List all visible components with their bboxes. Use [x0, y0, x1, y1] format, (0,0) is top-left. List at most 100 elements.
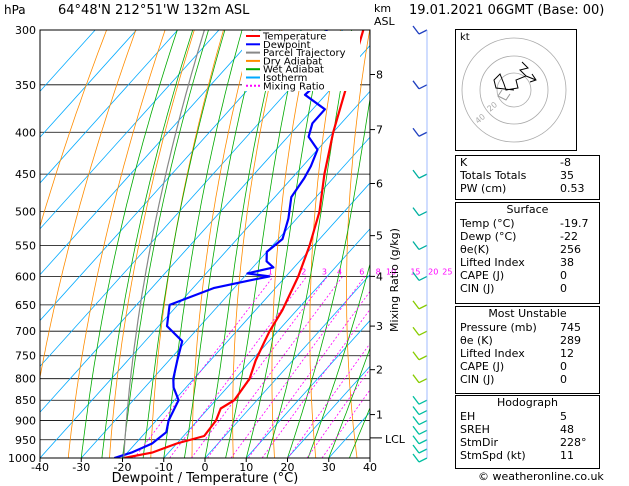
parcel-trajectory-line: [123, 30, 205, 458]
mixing-ratio-label: 25: [442, 267, 452, 276]
height-tick-label: 5: [376, 230, 383, 243]
wind-barb-flag: [412, 241, 420, 250]
hodo-label: SREH: [460, 423, 490, 436]
wind-barb: [418, 409, 428, 416]
mixing-ratio-line: [306, 368, 370, 458]
wet-adiabat: [287, 96, 370, 458]
hodograph-table-panel: Hodograph EH 5 SREH 48 StmDir 228° StmSpd (…: [455, 395, 600, 469]
hodo-row: StmDir 228°: [456, 436, 599, 449]
hodo-value: 5: [560, 410, 567, 423]
wind-barb: [418, 439, 428, 445]
temperature-tick-label: -20: [114, 461, 132, 474]
mixing-ratio-line: [261, 308, 370, 458]
temperature-tick-label: 10: [239, 461, 253, 474]
mixing-ratio-axis-title: Mixing Ratio (g/kg): [388, 228, 401, 332]
hodograph-trace-gray: [497, 89, 511, 101]
hodograph-arrow: [525, 73, 537, 83]
x-axis-title: Dewpoint / Temperature (°C): [112, 471, 299, 486]
index-value: 35: [560, 169, 574, 182]
dry-adiabat: [150, 30, 224, 458]
height-tick-label: 8: [376, 68, 383, 81]
most-unstable-title: Most Unstable: [488, 307, 567, 320]
dry-adiabat: [271, 30, 312, 458]
mixing-ratio-label: 3: [322, 267, 327, 276]
index-label: Totals Totals: [460, 169, 527, 182]
hodo-row: SREH 48: [456, 423, 599, 436]
mixing-ratio-line: [133, 276, 274, 458]
hodo-label: StmDir: [460, 436, 499, 449]
mixing-ratio-label: 20: [428, 267, 438, 276]
wind-barb: [418, 244, 428, 251]
legend-box: [242, 31, 360, 91]
surface-row: CIN (J) 0: [456, 282, 599, 295]
pressure-tick-label: 650: [15, 299, 36, 312]
mu-value: 289: [560, 334, 581, 347]
pressure-tick-label: 400: [15, 126, 36, 139]
surface-value: 0: [560, 269, 567, 282]
hodo-row: StmSpd (kt) 11: [456, 449, 599, 462]
surface-label: CIN (J): [460, 282, 495, 295]
temperature-tick-label: 20: [281, 461, 295, 474]
isotherm-line: [204, 274, 370, 458]
hodograph-ring-inner: [496, 72, 532, 108]
wind-barb-flag: [412, 453, 420, 463]
pressure-tick-label: 750: [15, 350, 36, 363]
wind-barb-flag: [412, 395, 420, 405]
surface-row: CAPE (J) 0: [456, 269, 599, 282]
wind-barb-flag: [412, 169, 420, 179]
wind-barb: [418, 84, 428, 90]
isotherm-line: [163, 228, 370, 458]
units-hpa: hPa: [4, 3, 26, 17]
location-title: 64°48'N 212°51'W 132m ASL: [58, 3, 250, 18]
mu-label: Pressure (mb): [460, 321, 537, 334]
mu-row: CAPE (J) 0: [456, 360, 599, 373]
index-row-k: K -8: [456, 156, 599, 169]
wind-barb-flag: [412, 25, 420, 35]
wet-adiabat: [204, 30, 281, 458]
height-tick-label: 6: [376, 177, 383, 190]
hodograph-plot: kt 40 20: [460, 32, 567, 143]
km-label: km: [374, 2, 392, 15]
mixing-ratio-label: 2: [301, 267, 306, 276]
index-row-tt: Totals Totals 35: [456, 169, 599, 182]
lcl-label: LCL: [385, 433, 406, 446]
isotherm-line: [40, 90, 370, 458]
dry-adiabat: [191, 30, 254, 458]
hodo-label: EH: [460, 410, 476, 423]
wet-adiabat: [101, 30, 194, 458]
hodo-value: 228°: [560, 436, 587, 449]
index-row-pw: PW (cm) 0.53: [456, 182, 599, 195]
most-unstable-panel: Most Unstable Pressure (mb) 745 θe (K) 289…: [455, 306, 600, 394]
mu-row: Pressure (mb) 745: [456, 321, 599, 334]
surface-value: -19.7: [560, 217, 589, 230]
legend-label: Mixing Ratio: [263, 81, 325, 92]
pressure-tick-label: 500: [15, 206, 36, 219]
wet-adiabat: [245, 30, 326, 458]
legend-label: Temperature: [262, 32, 326, 43]
wet-adiabat: [163, 30, 243, 458]
mixing-ratio-label: 1: [268, 267, 273, 276]
mixing-ratio-label: 10: [386, 267, 396, 276]
isotherm-line: [40, 30, 261, 276]
hodograph-panel: kt 40 20: [455, 29, 577, 151]
legend-label: Isotherm: [263, 73, 307, 84]
index-value: 0.53: [560, 182, 585, 195]
pressure-tick-label: 850: [15, 394, 36, 407]
surface-label: Temp (°C): [460, 217, 515, 230]
wind-barb: [418, 399, 428, 405]
pressure-tick-label: 950: [15, 434, 36, 447]
temperature-tick-label: 0: [202, 461, 209, 474]
wet-adiabat: [142, 30, 226, 458]
dry-adiabat: [40, 30, 137, 380]
mu-value: 0: [560, 360, 567, 373]
temperature-tick-label: 30: [322, 461, 336, 474]
hodograph-trace: [493, 61, 529, 91]
mu-value: 745: [560, 321, 581, 334]
wet-adiabat: [122, 30, 209, 458]
wind-barb-flag: [412, 406, 420, 415]
mu-value: 0: [560, 373, 567, 386]
temperature-tick-label: -40: [31, 461, 49, 474]
mu-label: θe (K): [460, 334, 493, 347]
pressure-tick-label: 350: [15, 79, 36, 92]
mu-row: θe (K) 289: [456, 334, 599, 347]
